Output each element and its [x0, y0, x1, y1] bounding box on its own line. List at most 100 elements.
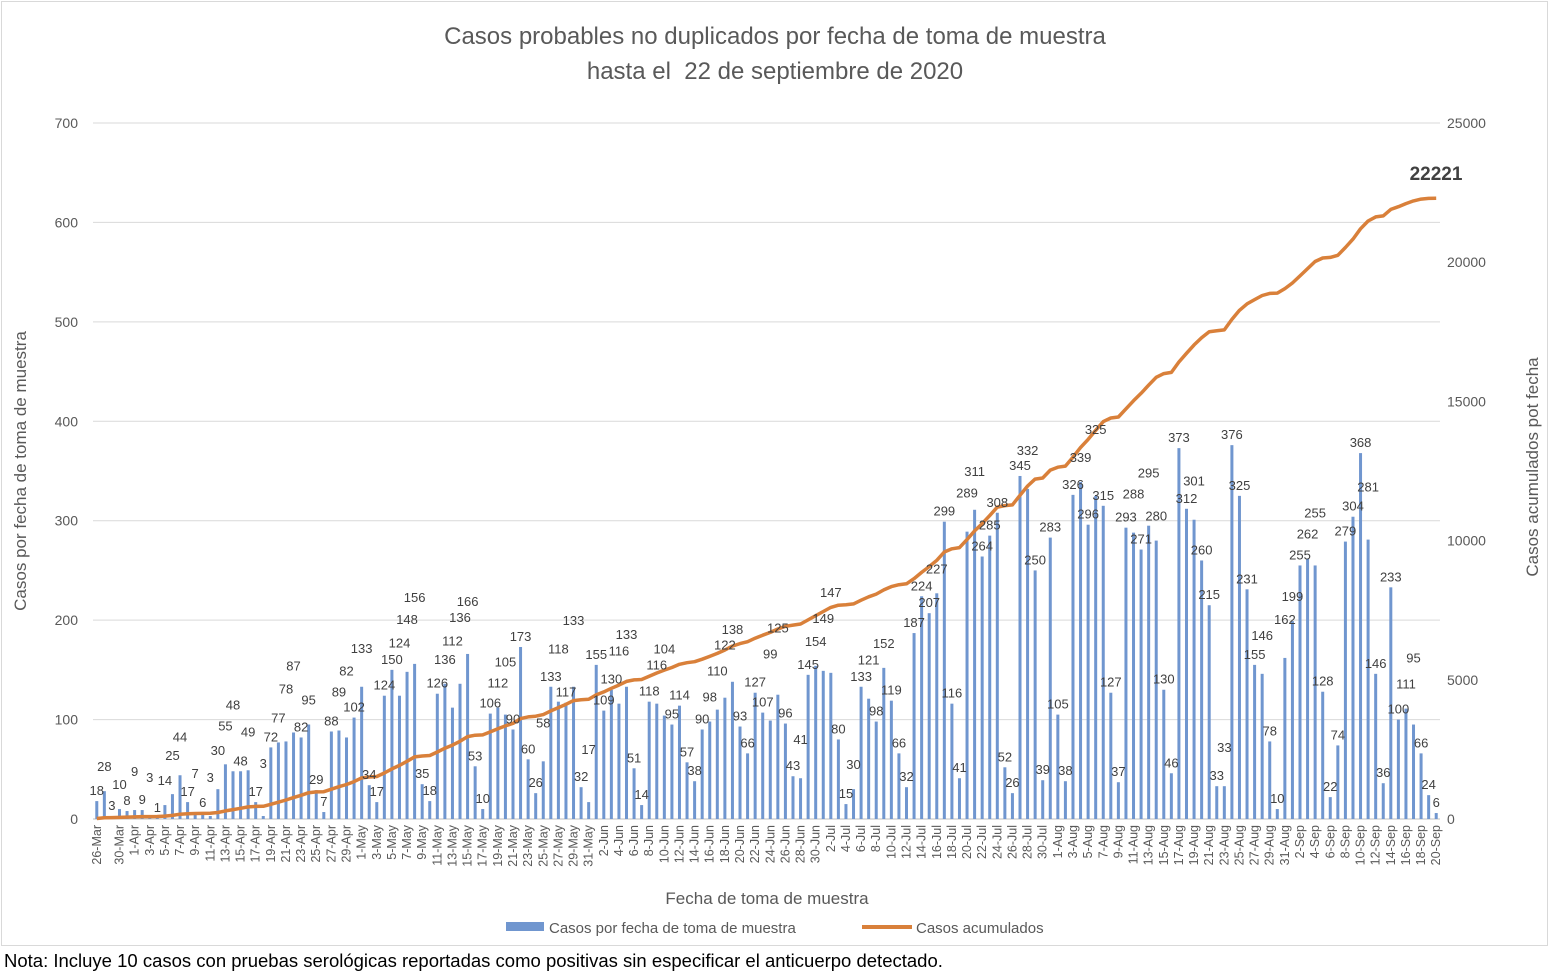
- bar-data-label: 155: [1244, 647, 1266, 662]
- x-tick-label: 5-May: [385, 824, 399, 859]
- bar-data-label: 1: [154, 800, 161, 815]
- bar-data-label: 173: [510, 629, 532, 644]
- bar: [1396, 719, 1400, 819]
- bar-data-label: 130: [1153, 672, 1175, 687]
- x-tick-label: 11-May: [430, 824, 444, 866]
- bar-data-label: 90: [506, 712, 520, 727]
- bar-data-label: 133: [351, 641, 373, 656]
- bar: [693, 781, 697, 819]
- bar-data-label: 32: [899, 769, 913, 784]
- bar-data-label: 155: [585, 647, 607, 662]
- bar-data-label: 146: [1365, 656, 1387, 671]
- bar: [988, 535, 992, 819]
- bar-data-label: 89: [332, 685, 346, 700]
- bar-data-label: 15: [839, 786, 853, 801]
- bar: [700, 729, 704, 819]
- bar: [1056, 714, 1060, 819]
- bar: [155, 818, 159, 819]
- x-tick-label: 7-Apr: [173, 825, 187, 856]
- bar-data-label: 136: [449, 610, 471, 625]
- bar: [496, 707, 500, 819]
- bar: [549, 686, 553, 819]
- bar-data-label: 3: [108, 798, 115, 813]
- x-tick-label: 8-Sep: [1338, 825, 1352, 858]
- bar-data-label: 118: [548, 642, 569, 657]
- bar: [102, 791, 106, 819]
- bar: [1200, 560, 1204, 819]
- bar: [973, 509, 977, 819]
- bar-data-label: 18: [90, 783, 104, 798]
- x-tick-label: 15-Apr: [234, 825, 248, 863]
- bar: [1003, 767, 1007, 819]
- y-tick-label: 300: [55, 513, 79, 529]
- bar: [1359, 453, 1363, 819]
- bar: [1237, 495, 1241, 819]
- x-tick-label: 19-Aug: [1187, 825, 1201, 865]
- bar: [1321, 691, 1325, 819]
- bar: [594, 664, 598, 819]
- bar-data-label: 326: [1062, 477, 1084, 492]
- bar: [1124, 527, 1128, 819]
- x-tick-label: 18-Sep: [1414, 825, 1428, 865]
- x-tick-label: 14-Jul: [915, 825, 929, 859]
- bar: [352, 717, 356, 819]
- bar-data-label: 166: [457, 594, 479, 609]
- bar-data-label: 114: [669, 688, 690, 703]
- bar-series: [95, 445, 1438, 819]
- bar-data-label: 154: [805, 634, 827, 649]
- bar: [874, 721, 878, 819]
- bar-data-label: 88: [324, 714, 338, 729]
- bar: [867, 698, 871, 819]
- bar-data-label: 46: [1164, 755, 1178, 770]
- y-tick-label: 500: [55, 314, 79, 330]
- cumulative-final-label: 22221: [1410, 164, 1463, 185]
- x-tick-label: 21-Apr: [279, 825, 293, 863]
- x-tick-label: 9-Aug: [1111, 825, 1125, 858]
- bar-data-label: 30: [211, 743, 225, 758]
- bar-data-label: 288: [1123, 487, 1145, 502]
- x-tick-label: 8-Jun: [642, 825, 656, 856]
- bar-data-label: 107: [752, 695, 774, 710]
- bar: [1222, 786, 1226, 819]
- x-tick-label: 29-Aug: [1263, 825, 1277, 865]
- bar: [1412, 724, 1416, 819]
- x-tick-label: 4-Jun: [612, 825, 626, 856]
- bar-data-label: 3: [146, 770, 153, 785]
- bar-data-label: 125: [767, 621, 789, 636]
- bar: [314, 790, 318, 819]
- legend-label-bars: Casos por fecha de toma de muestra: [549, 920, 796, 937]
- bar: [1162, 689, 1166, 819]
- x-tick-label: 30-Mar: [112, 825, 126, 865]
- bar-data-label: 311: [964, 464, 985, 479]
- bar-data-label: 224: [911, 578, 933, 593]
- bar-data-label: 44: [173, 729, 187, 744]
- bar-data-label: 138: [722, 622, 744, 637]
- bar: [329, 731, 333, 819]
- bar-data-label: 99: [763, 647, 777, 662]
- chart-title: Casos probables no duplicados por fecha …: [444, 23, 1106, 50]
- x-tick-label: 9-Apr: [188, 825, 202, 856]
- bar-data-label: 147: [820, 585, 842, 600]
- bar: [995, 512, 999, 819]
- bar-data-label: 33: [1217, 740, 1231, 755]
- x-tick-label: 12-Jun: [672, 825, 686, 863]
- bar-data-label: 126: [426, 676, 448, 691]
- bar-data-label: 58: [536, 715, 550, 730]
- x-tick-label: 20-Jul: [960, 825, 974, 859]
- bar-data-label: 14: [634, 787, 648, 802]
- bar: [269, 747, 273, 819]
- x-tick-label: 4-Jul: [839, 825, 853, 852]
- x-tick-label: 15-Aug: [1157, 825, 1171, 865]
- x-tick-label: 14-Sep: [1384, 825, 1398, 865]
- x-tick-label: 26-Mar: [90, 825, 104, 865]
- x-tick-label: 2-Jun: [597, 825, 611, 856]
- bar-data-label: 87: [286, 658, 300, 673]
- x-tick-label: 1-May: [355, 824, 369, 859]
- bar-data-label: 17: [180, 784, 194, 799]
- x-tick-label: 2-Jul: [824, 825, 838, 852]
- bar-data-label: 283: [1039, 520, 1061, 535]
- cumulative-line: [96, 196, 1437, 821]
- bar-data-label: 102: [343, 700, 365, 715]
- bar: [708, 721, 712, 819]
